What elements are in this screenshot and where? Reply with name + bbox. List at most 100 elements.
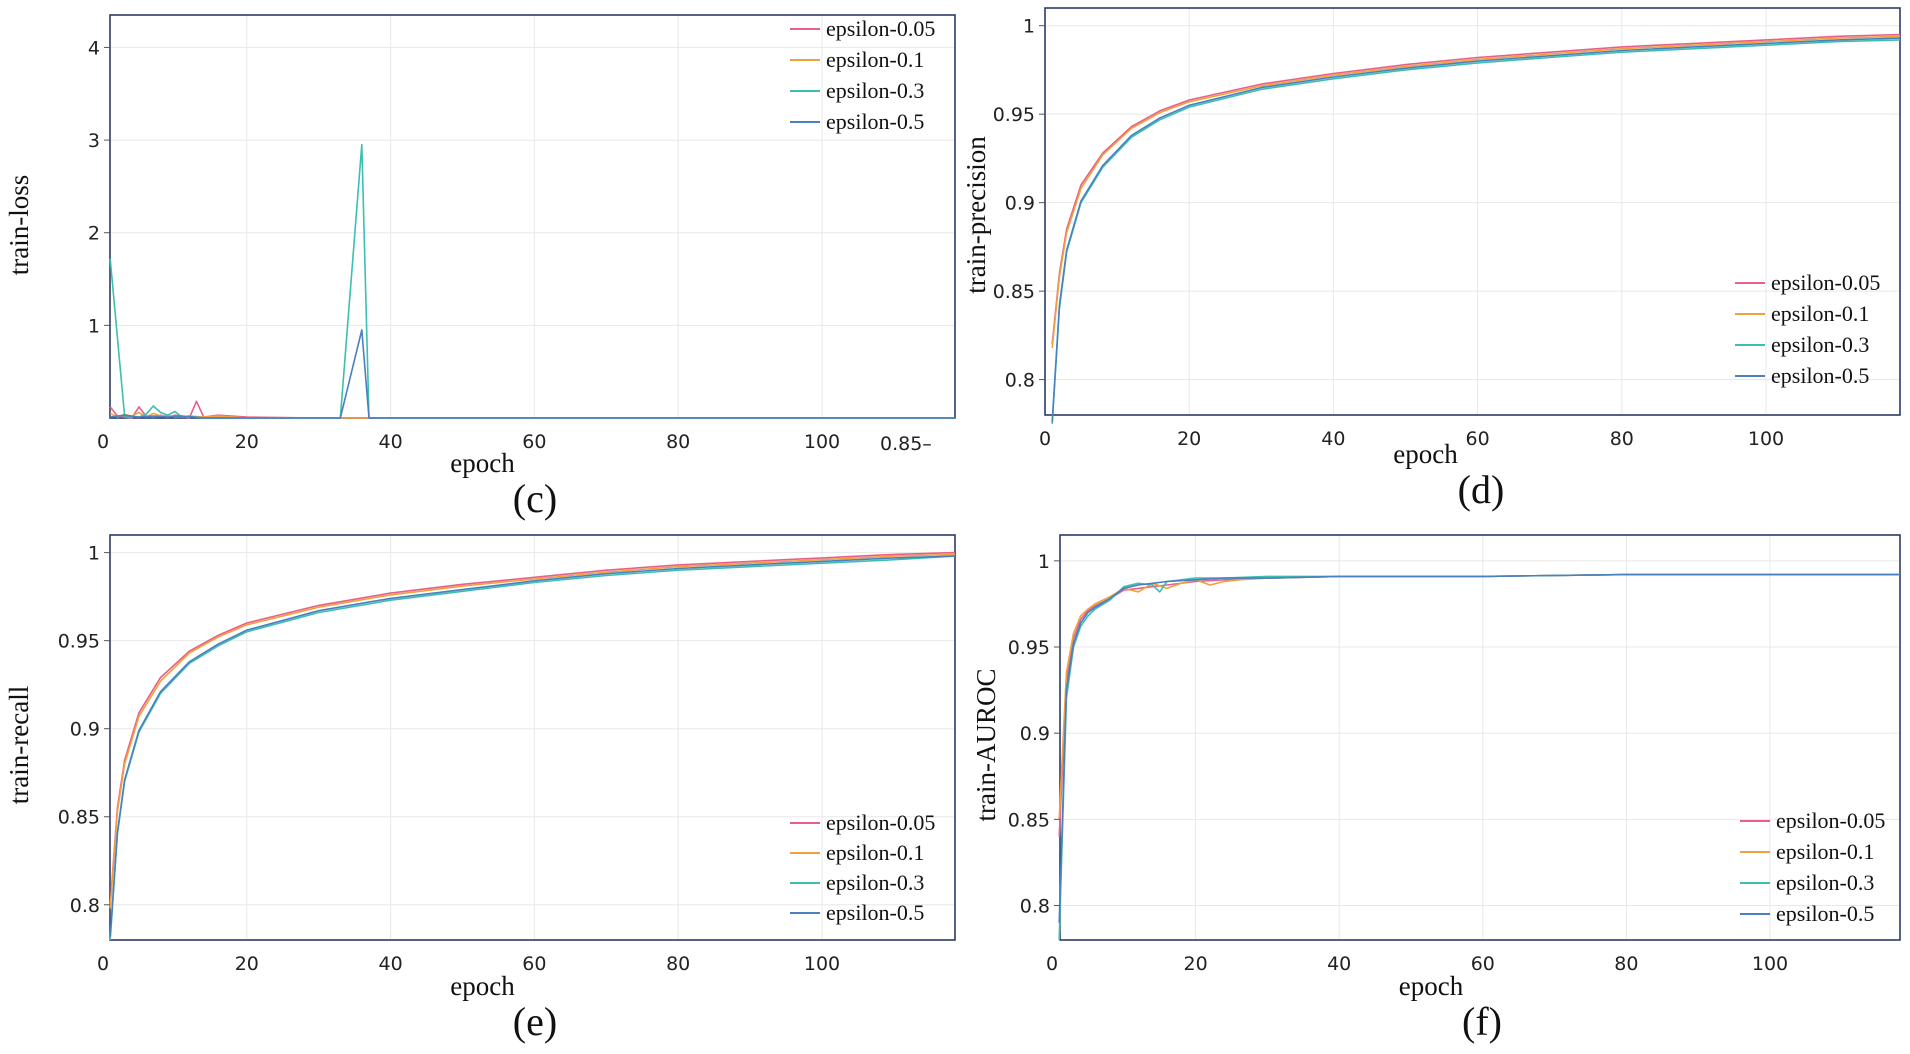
panel-label: (e)	[513, 999, 557, 1044]
series-line-epsilon-0.3	[1058, 573, 1900, 941]
stray-tick-label: 0.85–	[880, 433, 932, 455]
panel-f: 0 20 40 60 80 100 0.8 0.85 0.9 0.95 1 epoch train-AU…	[971, 534, 1901, 1044]
series-line-epsilon-0.1	[1058, 573, 1900, 820]
series-line-epsilon-0.1	[109, 553, 956, 909]
x-tick-label-60: 60	[1466, 428, 1490, 450]
panel-e: 0 20 40 60 80 100 0.8 0.85 0.9 0.95 1 epoch train-re…	[4, 534, 956, 1044]
y-tick-label-1: 1	[1038, 551, 1050, 573]
legend: epsilon-0.05 epsilon-0.1 epsilon-0.3 epsilo…	[1735, 270, 1880, 388]
y-tick-label-1: 1	[88, 543, 100, 565]
x-tick-label-80: 80	[666, 953, 690, 975]
x-tick-label-0: 0	[97, 953, 109, 975]
x-tick-label-100: 100	[1752, 953, 1788, 975]
y-tick-label-4: 4	[88, 37, 100, 59]
x-tick-label-0: 0	[97, 431, 109, 453]
series-line-epsilon-0.5	[1051, 37, 1901, 423]
y-tick-label-1: 1	[88, 315, 100, 337]
x-tick-label-20: 20	[1184, 953, 1208, 975]
legend-label-epsilon-0.1: epsilon-0.1	[1776, 839, 1874, 864]
panel-d: 0 20 40 60 80 100 0.8 0.85 0.9 0.95 1 epoch train-pr…	[961, 7, 1901, 512]
legend-label-epsilon-0.3: epsilon-0.3	[1771, 332, 1869, 357]
x-axis-label: epoch	[450, 448, 515, 478]
plot-frame	[1059, 534, 1901, 941]
y-axis-label: train-recall	[4, 686, 34, 804]
x-axis-label: epoch	[1399, 971, 1464, 1001]
y-tick-label-0.8: 0.8	[1020, 896, 1050, 918]
legend-label-epsilon-0.05: epsilon-0.05	[1776, 808, 1885, 833]
legend-label-epsilon-0.3: epsilon-0.3	[826, 78, 924, 103]
x-axis-label: epoch	[1393, 439, 1458, 469]
series-group	[109, 551, 956, 941]
legend-label-epsilon-0.3: epsilon-0.3	[826, 870, 924, 895]
legend-label-epsilon-0.05: epsilon-0.05	[826, 16, 935, 41]
plot-frame	[109, 534, 956, 941]
y-tick-label-0.9: 0.9	[1020, 723, 1050, 745]
x-tick-label-40: 40	[379, 431, 403, 453]
legend-label-epsilon-0.5: epsilon-0.5	[826, 900, 924, 925]
series-line-epsilon-0.5	[1058, 573, 1900, 923]
panel-label: (c)	[513, 476, 557, 521]
x-axis-label: epoch	[450, 971, 515, 1001]
y-tick-label-1: 1	[1023, 16, 1035, 38]
panel-label: (f)	[1462, 999, 1502, 1044]
y-tick-label-2: 2	[88, 223, 100, 245]
x-tick-label-100: 100	[804, 431, 840, 453]
legend-label-epsilon-0.3: epsilon-0.3	[1776, 870, 1874, 895]
legend-label-epsilon-0.5: epsilon-0.5	[826, 109, 924, 134]
plot-frame	[109, 14, 956, 419]
series-line-epsilon-0.5	[110, 329, 955, 419]
legend-label-epsilon-0.5: epsilon-0.5	[1771, 363, 1869, 388]
y-tick-label-0.8: 0.8	[1005, 370, 1035, 392]
x-tick-label-0: 0	[1046, 953, 1058, 975]
legend-label-epsilon-0.05: epsilon-0.05	[826, 810, 935, 835]
x-tick-label-0: 0	[1039, 428, 1051, 450]
x-tick-label-20: 20	[1177, 428, 1201, 450]
x-tick-label-60: 60	[522, 431, 546, 453]
plot-frame	[1044, 7, 1901, 416]
y-tick-label-0.8: 0.8	[70, 895, 100, 917]
series-line-epsilon-0.5	[109, 555, 956, 937]
x-tick-label-40: 40	[1327, 953, 1351, 975]
series-group	[1051, 33, 1901, 424]
legend-label-epsilon-0.05: epsilon-0.05	[1771, 270, 1880, 295]
panel-c: 0 20 40 60 80 100 1 2 3 4 epoch train-loss (c) epsilo…	[4, 14, 956, 521]
y-tick-label-0.95: 0.95	[58, 631, 100, 653]
legend-label-epsilon-0.5: epsilon-0.5	[1776, 901, 1874, 926]
x-tick-label-80: 80	[1614, 953, 1638, 975]
series-line-epsilon-0.1	[109, 411, 955, 419]
y-tick-label-0.85: 0.85	[993, 281, 1035, 303]
x-tick-label-100: 100	[804, 953, 840, 975]
y-tick-label-0.9: 0.9	[70, 719, 100, 741]
y-tick-label-0.85: 0.85	[1008, 809, 1050, 831]
series-line-epsilon-0.3	[109, 143, 955, 419]
series-line-epsilon-0.1	[1051, 35, 1901, 348]
y-tick-label-0.95: 0.95	[1008, 637, 1050, 659]
x-tick-label-20: 20	[235, 953, 259, 975]
x-tick-label-60: 60	[522, 953, 546, 975]
series-group	[109, 143, 955, 419]
legend-label-epsilon-0.1: epsilon-0.1	[826, 840, 924, 865]
panel-label: (d)	[1458, 467, 1505, 512]
y-axis-label: train-AUROC	[971, 669, 1001, 822]
x-tick-label-100: 100	[1748, 428, 1784, 450]
x-tick-label-40: 40	[379, 953, 403, 975]
y-axis-label: train-loss	[4, 175, 34, 276]
y-axis-label: train-precision	[961, 136, 991, 294]
series-line-epsilon-0.05	[1058, 573, 1900, 837]
series-group	[1058, 573, 1900, 941]
x-tick-label-80: 80	[666, 431, 690, 453]
legend: epsilon-0.05 epsilon-0.1 epsilon-0.3 epsilo…	[790, 16, 935, 134]
legend-label-epsilon-0.1: epsilon-0.1	[1771, 301, 1869, 326]
x-tick-label-60: 60	[1471, 953, 1495, 975]
x-tick-label-20: 20	[235, 431, 259, 453]
y-tick-label-0.85: 0.85	[58, 807, 100, 829]
legend: epsilon-0.05 epsilon-0.1 epsilon-0.3 epsilo…	[790, 810, 935, 925]
legend-label-epsilon-0.1: epsilon-0.1	[826, 47, 924, 72]
y-tick-label-0.95: 0.95	[993, 104, 1035, 126]
y-tick-label-3: 3	[88, 130, 100, 152]
x-tick-label-40: 40	[1321, 428, 1345, 450]
series-line-epsilon-0.05	[1051, 33, 1901, 345]
y-tick-label-0.9: 0.9	[1005, 193, 1035, 215]
series-line-epsilon-0.05	[109, 400, 955, 419]
